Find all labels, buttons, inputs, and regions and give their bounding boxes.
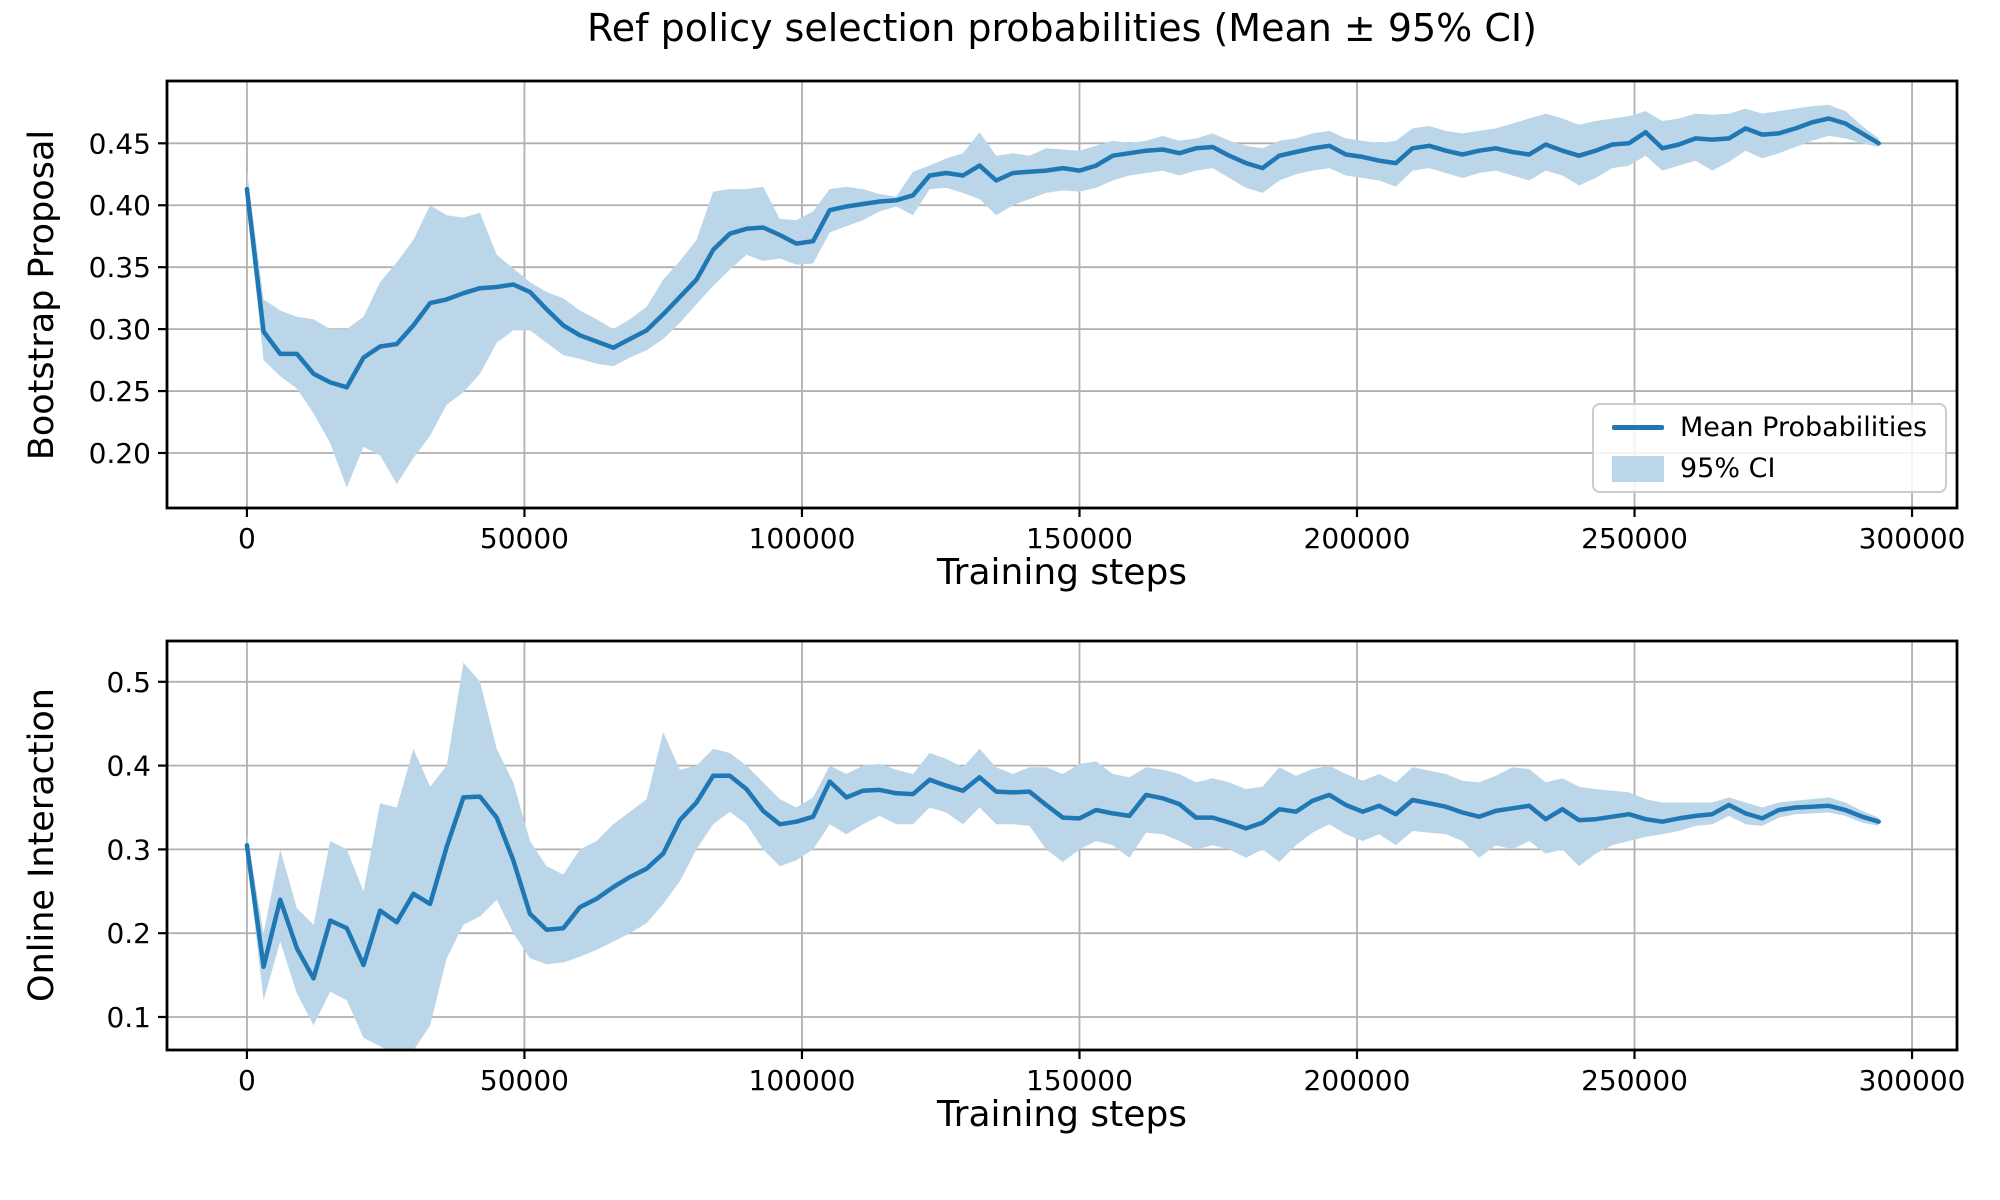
legend-ci-swatch bbox=[1612, 455, 1664, 482]
svg-text:0.40: 0.40 bbox=[89, 189, 151, 222]
legend-entry-mean: Mean Probabilities bbox=[1612, 412, 1945, 443]
bottom-tick-marks bbox=[158, 680, 1914, 1059]
svg-text:250000: 250000 bbox=[1581, 522, 1688, 555]
svg-text:0: 0 bbox=[238, 1064, 256, 1097]
bottom-tick-labels: 0 50000 100000 150000 200000 250000 300000 0.1 0… bbox=[106, 666, 1965, 1097]
svg-text:0.5: 0.5 bbox=[106, 666, 151, 699]
svg-text:150000: 150000 bbox=[1026, 1064, 1133, 1097]
svg-text:200000: 200000 bbox=[1304, 522, 1411, 555]
svg-text:0.35: 0.35 bbox=[89, 251, 151, 284]
svg-text:0.1: 0.1 bbox=[106, 1001, 151, 1034]
legend-entry-ci: 95% CI bbox=[1612, 453, 1945, 484]
svg-text:0.25: 0.25 bbox=[89, 375, 151, 408]
svg-text:50000: 50000 bbox=[480, 522, 569, 555]
bottom-axes-spines bbox=[165, 639, 1959, 1052]
svg-text:300000: 300000 bbox=[1859, 522, 1966, 555]
svg-text:0.30: 0.30 bbox=[89, 313, 151, 346]
svg-text:0.4: 0.4 bbox=[106, 750, 151, 783]
bottom-y-axis-label: Online Interaction bbox=[22, 688, 62, 1002]
svg-text:300000: 300000 bbox=[1859, 1064, 1966, 1097]
svg-text:50000: 50000 bbox=[480, 1064, 569, 1097]
legend-ci-label: 95% CI bbox=[1680, 453, 1776, 484]
svg-text:0.2: 0.2 bbox=[106, 917, 151, 950]
svg-text:0.3: 0.3 bbox=[106, 833, 151, 866]
top-tick-marks bbox=[158, 142, 1914, 517]
top-ci-band bbox=[246, 104, 1879, 488]
svg-text:250000: 250000 bbox=[1581, 1064, 1688, 1097]
svg-text:0: 0 bbox=[238, 522, 256, 555]
svg-text:150000: 150000 bbox=[1026, 522, 1133, 555]
figure-title: Ref policy selection probabilities (Mean… bbox=[587, 6, 1537, 50]
svg-text:0.45: 0.45 bbox=[89, 127, 151, 160]
svg-text:100000: 100000 bbox=[749, 1064, 856, 1097]
svg-text:100000: 100000 bbox=[749, 522, 856, 555]
top-axes-spines bbox=[165, 79, 1959, 510]
bottom-subplot: 0 50000 100000 150000 200000 250000 300000 0.1 0… bbox=[106, 639, 1965, 1097]
legend-mean-label: Mean Probabilities bbox=[1680, 412, 1928, 443]
top-x-axis-label: Training steps bbox=[936, 552, 1188, 593]
legend-box: Mean Probabilities 95% CI bbox=[1592, 403, 1947, 493]
top-tick-labels: 0 50000 100000 150000 200000 250000 300000 0.20… bbox=[89, 127, 1966, 555]
top-subplot: 0 50000 100000 150000 200000 250000 300000 0.20… bbox=[89, 79, 1966, 555]
top-mean-line bbox=[244, 116, 1881, 390]
bottom-x-axis-label: Training steps bbox=[936, 1094, 1188, 1135]
svg-text:0.20: 0.20 bbox=[89, 437, 151, 470]
top-y-axis-label: Bootstrap Proposal bbox=[22, 129, 62, 461]
bottom-mean-line bbox=[244, 773, 1881, 981]
bottom-ci-band bbox=[246, 662, 1879, 1050]
svg-text:200000: 200000 bbox=[1304, 1064, 1411, 1097]
legend-line-swatch bbox=[1612, 425, 1664, 430]
